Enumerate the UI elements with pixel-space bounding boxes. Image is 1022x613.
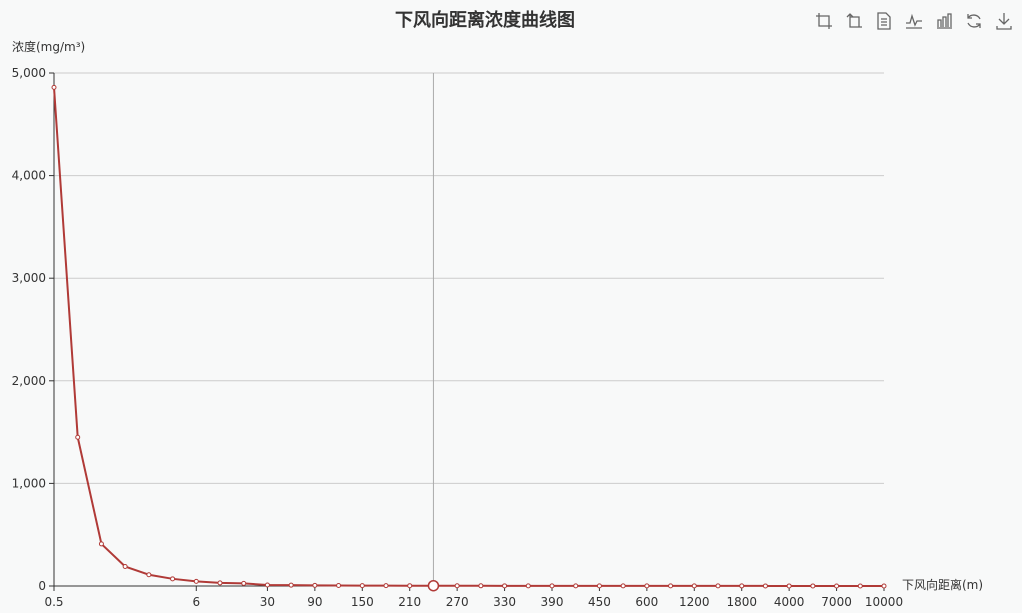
data-point [691, 583, 697, 589]
data-point [264, 582, 270, 588]
restore-icon[interactable] [962, 9, 986, 33]
data-point [739, 583, 745, 589]
data-point [170, 576, 176, 582]
zoom-icon[interactable] [812, 9, 836, 33]
data-point [454, 583, 460, 589]
y-tick-label: 4,000 [12, 169, 46, 183]
x-tick-label: 1800 [726, 595, 757, 609]
data-point [359, 583, 365, 589]
line-chart-icon[interactable] [902, 9, 926, 33]
x-tick-label: 450 [588, 595, 611, 609]
bar-chart-icon[interactable] [932, 9, 956, 33]
data-point [122, 564, 128, 570]
grid-lines [49, 72, 884, 587]
data-point [98, 541, 104, 547]
data-point [383, 583, 389, 589]
data-point [336, 582, 342, 588]
data-point [478, 583, 484, 589]
data-point [644, 583, 650, 589]
x-tick-label: 90 [307, 595, 322, 609]
x-tick-label: 10000 [865, 595, 903, 609]
data-view-icon[interactable] [872, 9, 896, 33]
y-tick-label: 1,000 [12, 476, 46, 490]
x-tick-labels: 0.5 6 30 90 150 210 270 330 390 450 600 1200 1800 400… [44, 586, 903, 609]
data-point [146, 572, 152, 578]
data-point [810, 583, 816, 589]
series [51, 84, 887, 592]
x-tick-label: 150 [351, 595, 374, 609]
data-point [786, 583, 792, 589]
data-point [668, 583, 674, 589]
data-point [51, 84, 57, 90]
data-point [525, 583, 531, 589]
x-tick-label: 6 [192, 595, 200, 609]
data-point [75, 434, 81, 440]
x-tick-label: 1200 [679, 595, 710, 609]
highlighted-data-point [427, 579, 440, 592]
y-tick-label: 2,000 [12, 374, 46, 388]
x-tick-label: 7000 [821, 595, 852, 609]
data-point [549, 583, 555, 589]
x-tick-label: 390 [541, 595, 564, 609]
y-tick-label: 0 [38, 579, 46, 593]
y-tick-label: 3,000 [12, 271, 46, 285]
data-point [834, 583, 840, 589]
y-tick-labels: 0 1,000 2,000 3,000 4,000 5,000 [12, 66, 46, 593]
data-point [762, 583, 768, 589]
x-tick-label: 600 [635, 595, 658, 609]
x-tick-label: 330 [493, 595, 516, 609]
data-point [573, 583, 579, 589]
save-image-icon[interactable] [992, 9, 1016, 33]
data-point [857, 583, 863, 589]
x-tick-label: 4000 [774, 595, 805, 609]
data-point [715, 583, 721, 589]
data-point [217, 580, 223, 586]
data-point [502, 583, 508, 589]
data-point [596, 583, 602, 589]
data-point [241, 580, 247, 586]
data-point [407, 583, 413, 589]
x-tick-label: 270 [446, 595, 469, 609]
toolbox [812, 9, 1016, 33]
x-tick-label: 30 [260, 595, 275, 609]
y-tick-label: 5,000 [12, 66, 46, 80]
y-axis-name: 浓度(mg/m³) [12, 39, 85, 54]
data-point [193, 578, 199, 584]
data-point [312, 582, 318, 588]
data-point [288, 582, 294, 588]
axes [53, 73, 884, 587]
data-point [620, 583, 626, 589]
x-tick-label: 210 [398, 595, 421, 609]
chart-title: 下风向距离浓度曲线图 [395, 10, 575, 31]
zoom-reset-icon[interactable] [842, 9, 866, 33]
series-line [53, 87, 885, 587]
x-tick-label: 0.5 [44, 595, 63, 609]
x-axis-name: 下风向距离(m) [902, 577, 983, 592]
data-point [881, 583, 887, 589]
